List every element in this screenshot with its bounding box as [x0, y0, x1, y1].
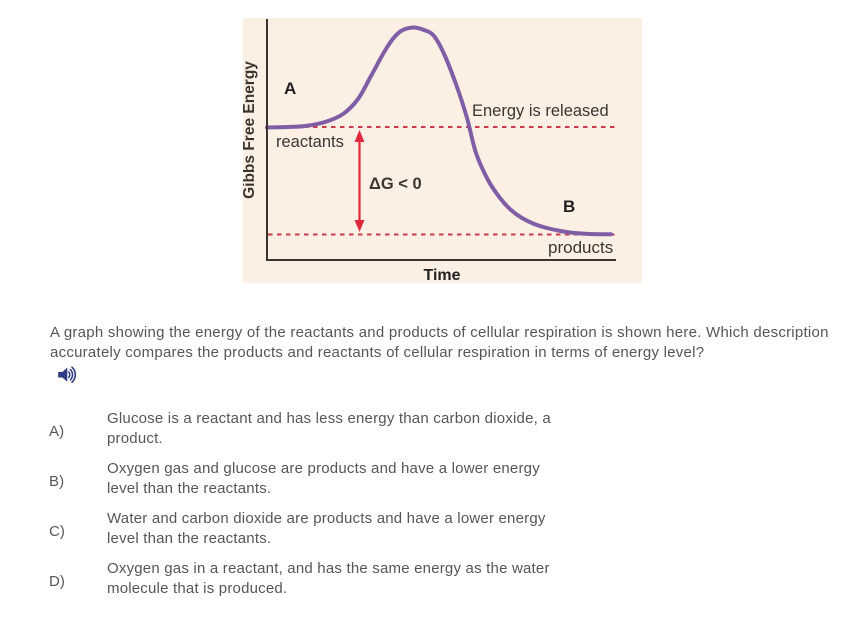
svg-text:ΔG < 0: ΔG < 0 [369, 175, 422, 193]
svg-text:Gibbs Free Energy: Gibbs Free Energy [243, 61, 258, 199]
svg-text:reactants: reactants [276, 133, 344, 151]
svg-text:products: products [548, 238, 613, 257]
svg-text:Energy is released: Energy is released [472, 102, 609, 120]
svg-text:B: B [563, 197, 575, 216]
svg-text:A: A [284, 79, 296, 98]
svg-text:Time: Time [423, 267, 460, 282]
